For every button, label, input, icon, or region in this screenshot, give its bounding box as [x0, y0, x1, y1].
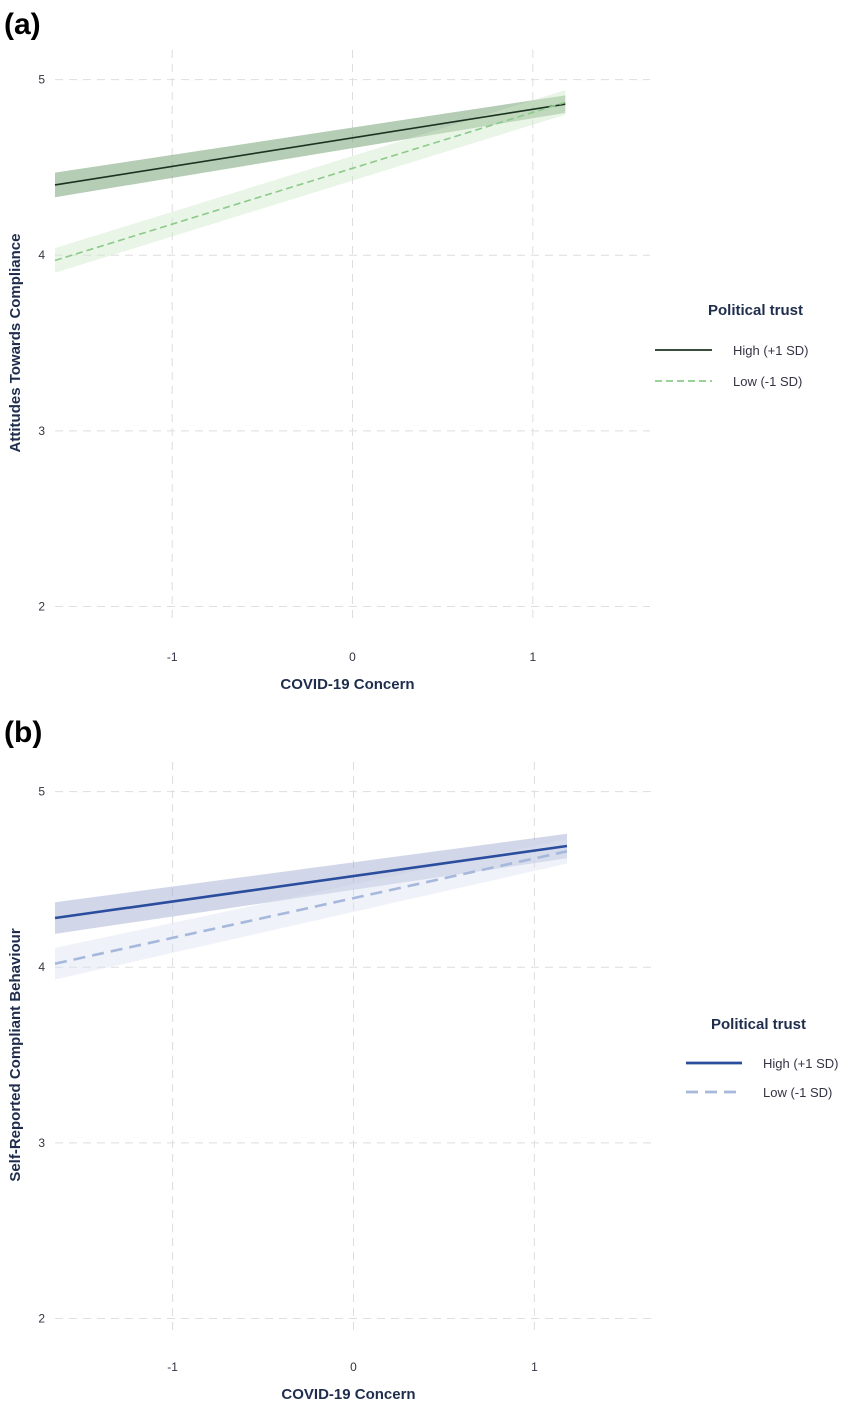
gridlines	[55, 50, 650, 624]
series-line-high	[54, 103, 566, 186]
legend-label-low: Low (-1 SD)	[733, 374, 802, 389]
y-axis-title: Attitudes Towards Compliance	[7, 234, 24, 453]
legend-title: Political trust	[708, 302, 803, 319]
y-tick-label: 2	[38, 599, 45, 613]
ci-band-high	[55, 95, 566, 198]
gridlines	[55, 762, 652, 1336]
panel-label: (b)	[4, 716, 42, 749]
x-tick-label: 1	[529, 650, 536, 664]
series-line-low	[54, 101, 566, 262]
panel-label: (a)	[4, 8, 41, 41]
y-tick-label: 5	[38, 73, 45, 87]
y-tick-label: 2	[38, 1311, 45, 1325]
series-line-low	[54, 850, 568, 965]
x-axis-title: COVID-19 Concern	[281, 1386, 415, 1403]
x-tick-label: -1	[167, 1360, 178, 1374]
legend-label-low: Low (-1 SD)	[763, 1085, 832, 1100]
y-tick-label: 5	[38, 785, 45, 799]
ci-band-high	[55, 833, 567, 934]
y-axis-title: Self-Reported Compliant Behaviour	[7, 928, 24, 1182]
legend-title: Political trust	[711, 1016, 806, 1033]
y-tick-label: 3	[38, 1136, 45, 1150]
x-tick-label: 0	[350, 1360, 357, 1374]
chart-panel-a: (a) -1 0 1 2 3 4 5 COVID-19 Concern Attitudes Tow…	[4, 8, 809, 693]
y-tick-label: 4	[38, 960, 45, 974]
chart-panel-b: (b) -1 0 1 2 3 4 5 COVID-19 Concern Self-Reported…	[4, 716, 839, 1403]
legend: Political trust High (+1 SD) Low (-1 SD)	[655, 302, 809, 389]
legend-label-high: High (+1 SD)	[733, 343, 809, 358]
series-line-high	[54, 844, 568, 920]
legend: Political trust High (+1 SD) Low (-1 SD)	[686, 1016, 839, 1100]
legend-label-high: High (+1 SD)	[763, 1056, 839, 1071]
x-axis-title: COVID-19 Concern	[280, 676, 414, 693]
x-tick-label: 0	[349, 650, 356, 664]
ci-band-low	[55, 838, 567, 980]
y-tick-label: 4	[38, 248, 45, 262]
x-tick-label: 1	[531, 1360, 538, 1374]
y-tick-label: 3	[38, 424, 45, 438]
x-tick-label: -1	[167, 650, 178, 664]
